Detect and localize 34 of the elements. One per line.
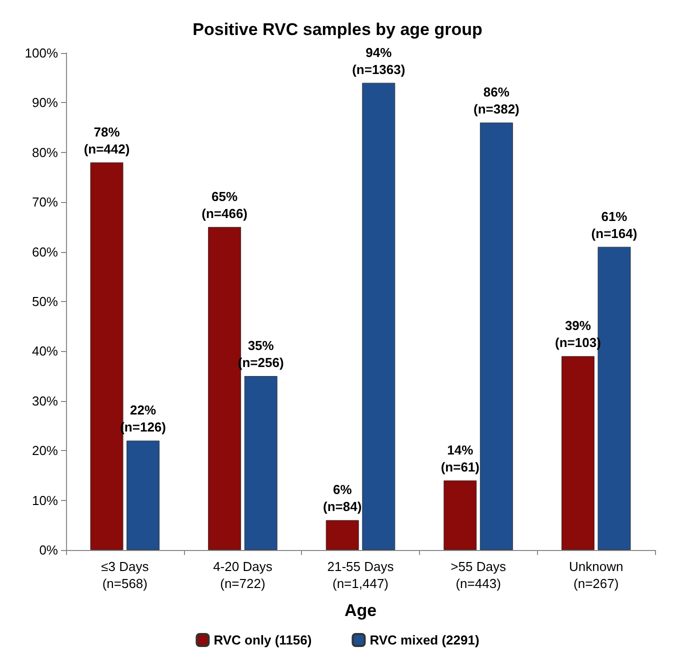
- data-label: 6% (n=84): [323, 482, 362, 514]
- y-tick-label: 60%: [32, 244, 58, 260]
- data-label: 61% (n=164): [591, 208, 638, 241]
- legend-label: RVC mixed (2291): [370, 632, 480, 648]
- bar: [126, 440, 160, 550]
- legend-label: RVC only (1156): [214, 632, 312, 648]
- y-tick-label: 20%: [32, 443, 58, 458]
- x-tick-label: >55 Days (n=443): [450, 559, 506, 591]
- data-label: 14% (n=61): [440, 442, 480, 474]
- data-label: 65% (n=466): [202, 188, 248, 221]
- y-tick-label: 100%: [24, 46, 58, 60]
- x-tick-label: ≤3 Days (n=568): [101, 559, 150, 591]
- bar: [444, 480, 477, 550]
- data-label: 86% (n=382): [473, 84, 520, 117]
- y-tick-label: 0%: [39, 542, 58, 558]
- bar: [561, 356, 594, 550]
- bar: [244, 376, 278, 550]
- data-label: 78% (n=442): [84, 124, 130, 156]
- bar: [362, 82, 396, 550]
- y-tick-label: 10%: [32, 492, 58, 508]
- y-tick-label: 80%: [32, 144, 58, 160]
- y-tick-label: 90%: [32, 95, 58, 110]
- x-axis-title: Age: [344, 601, 377, 620]
- x-tick-label: 21-55 Days (n=1,447): [327, 559, 394, 591]
- x-tick-label: 4-20 Days (n=722): [213, 559, 273, 591]
- y-tick-label: 70%: [32, 194, 58, 210]
- bar: [480, 122, 513, 550]
- y-tick-label: 50%: [32, 294, 58, 309]
- bar: [326, 520, 359, 550]
- x-tick-label: Unknown (n=267): [569, 559, 624, 591]
- data-label: 94% (n=1363): [352, 44, 406, 77]
- y-tick-label: 30%: [32, 393, 58, 408]
- y-tick-label: 40%: [32, 344, 58, 359]
- chart-title: Positive RVC samples by age group: [192, 20, 482, 39]
